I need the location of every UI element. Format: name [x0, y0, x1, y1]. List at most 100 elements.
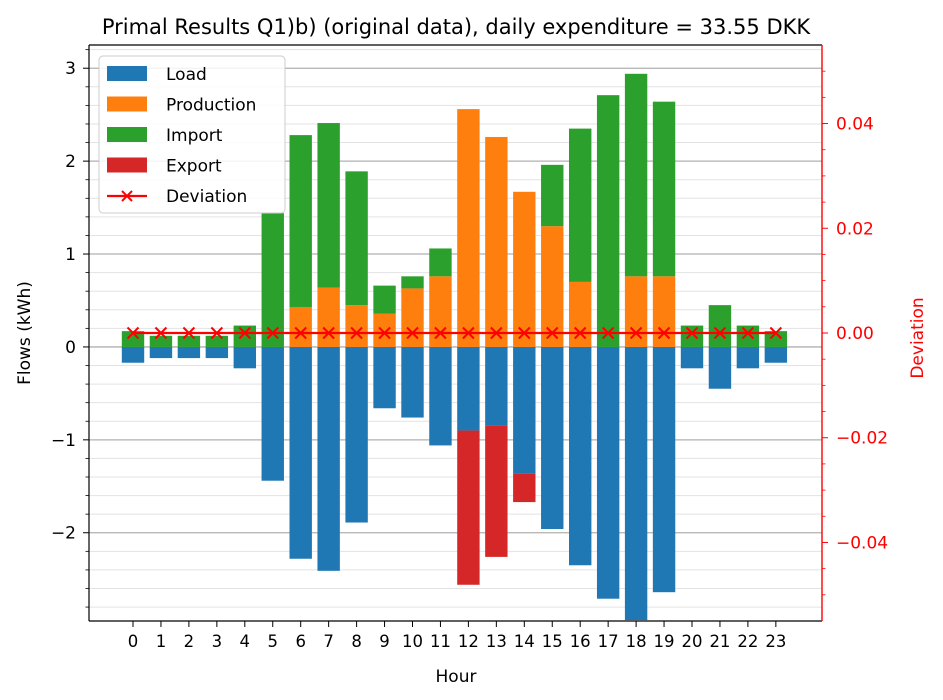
production-bar: [569, 281, 592, 347]
x-tick-label: 14: [514, 632, 535, 651]
deviation-point: [266, 326, 279, 340]
production-bar: [513, 191, 536, 347]
production-bar: [401, 288, 424, 347]
y2-tick-label: 0.02: [836, 219, 874, 239]
y2-tick-label: −0.04: [836, 533, 888, 553]
production-bar: [541, 226, 564, 347]
load-bar: [708, 346, 732, 389]
x-tick-label: 5: [268, 632, 279, 651]
x-tick-label: 2: [184, 632, 195, 651]
import-bar: [205, 335, 229, 347]
export-bar: [513, 473, 536, 503]
y2-tick-label: 0.00: [836, 324, 874, 344]
y-axis-label: Flows (kWh): [15, 281, 35, 385]
y2-tick-label: −0.02: [836, 429, 888, 449]
load-bar: [485, 346, 508, 426]
deviation-point: [685, 326, 699, 340]
legend-swatch: [107, 96, 147, 112]
import-bar: [233, 325, 256, 347]
x-tick-label: 23: [765, 632, 786, 651]
load-bar: [345, 346, 368, 523]
export-bar: [457, 430, 480, 585]
deviation-point: [629, 326, 643, 340]
load-bar: [569, 346, 592, 566]
import-bar: [708, 305, 732, 347]
load-bar: [624, 346, 648, 621]
x-tick-label: 1: [156, 632, 167, 651]
production-bar: [429, 276, 452, 347]
load-bar: [149, 346, 173, 359]
deviation-point: [182, 326, 196, 340]
export-bar: [485, 425, 508, 557]
load-bar: [233, 346, 256, 369]
bars: [121, 73, 788, 621]
x-tick-label: 8: [351, 632, 362, 651]
y-tick-label: 3: [65, 59, 76, 79]
deviation-point: [350, 326, 363, 340]
deviation-point: [210, 326, 224, 340]
x-tick-label: 19: [654, 632, 675, 651]
x-tick-label: 6: [295, 632, 306, 651]
production-bar: [317, 287, 340, 347]
production-bar: [652, 276, 676, 347]
y-tick-label: 1: [65, 245, 76, 265]
deviation-point: [657, 326, 671, 340]
deviation-point: [546, 326, 559, 340]
x-tick-label: 16: [570, 632, 591, 651]
legend-swatch: [107, 127, 147, 142]
production-bar: [345, 305, 368, 347]
import-bar: [261, 213, 284, 347]
x-tick-label: 20: [682, 632, 703, 651]
x-tick-label: 10: [402, 632, 423, 651]
production-bar: [457, 109, 480, 347]
deviation-point: [154, 326, 168, 340]
deviation-line: [126, 326, 783, 340]
axes: 0 1 2 3 4 5 6 7 8 9 10 11 12 13 14 15 16 17 18 19 20 21 22 2332…: [51, 44, 888, 651]
import-bar: [541, 164, 564, 227]
chart-title: Primal Results Q1)b) (original data), da…: [102, 15, 812, 39]
import-bar: [652, 101, 676, 277]
deviation-point: [434, 326, 447, 340]
legend-label: Export: [166, 157, 222, 177]
x-tick-label: 15: [542, 632, 563, 651]
deviation-point: [406, 326, 419, 340]
import-bar: [289, 135, 312, 307]
deviation-point: [294, 326, 307, 340]
load-bar: [736, 346, 760, 369]
import-bar: [317, 123, 340, 288]
import-bar: [373, 285, 396, 314]
x-tick-label: 4: [240, 632, 251, 651]
load-bar: [680, 346, 704, 369]
load-bar: [121, 346, 145, 363]
deviation-point: [713, 326, 727, 340]
legend-label: Load: [166, 65, 207, 85]
deviation-point: [378, 326, 391, 340]
import-bar: [429, 248, 452, 277]
load-bar: [652, 346, 676, 593]
load-bar: [457, 346, 480, 431]
import-bar: [149, 335, 173, 347]
x-tick-label: 13: [486, 632, 507, 651]
load-bar: [429, 346, 452, 446]
x-tick-label: 3: [212, 632, 223, 651]
import-bar: [624, 73, 648, 277]
load-bar: [513, 346, 536, 474]
x-tick-label: 18: [626, 632, 647, 651]
deviation-point: [769, 326, 783, 340]
legend-box: [98, 55, 286, 214]
legend: Load Production Import Export Deviation: [98, 55, 286, 214]
deviation-point: [490, 326, 503, 340]
y2-axis-label: Deviation: [908, 297, 928, 378]
deviation-point: [573, 326, 587, 340]
import-bar: [680, 325, 704, 347]
load-bar: [261, 346, 284, 481]
import-bar: [345, 171, 368, 306]
deviation-point: [462, 326, 475, 340]
legend-swatch: [107, 66, 147, 81]
load-bar: [205, 346, 229, 359]
x-tick-label: 0: [128, 632, 139, 651]
import-bar: [121, 331, 145, 347]
load-bar: [373, 346, 396, 409]
y-tick-label: −1: [51, 431, 76, 451]
